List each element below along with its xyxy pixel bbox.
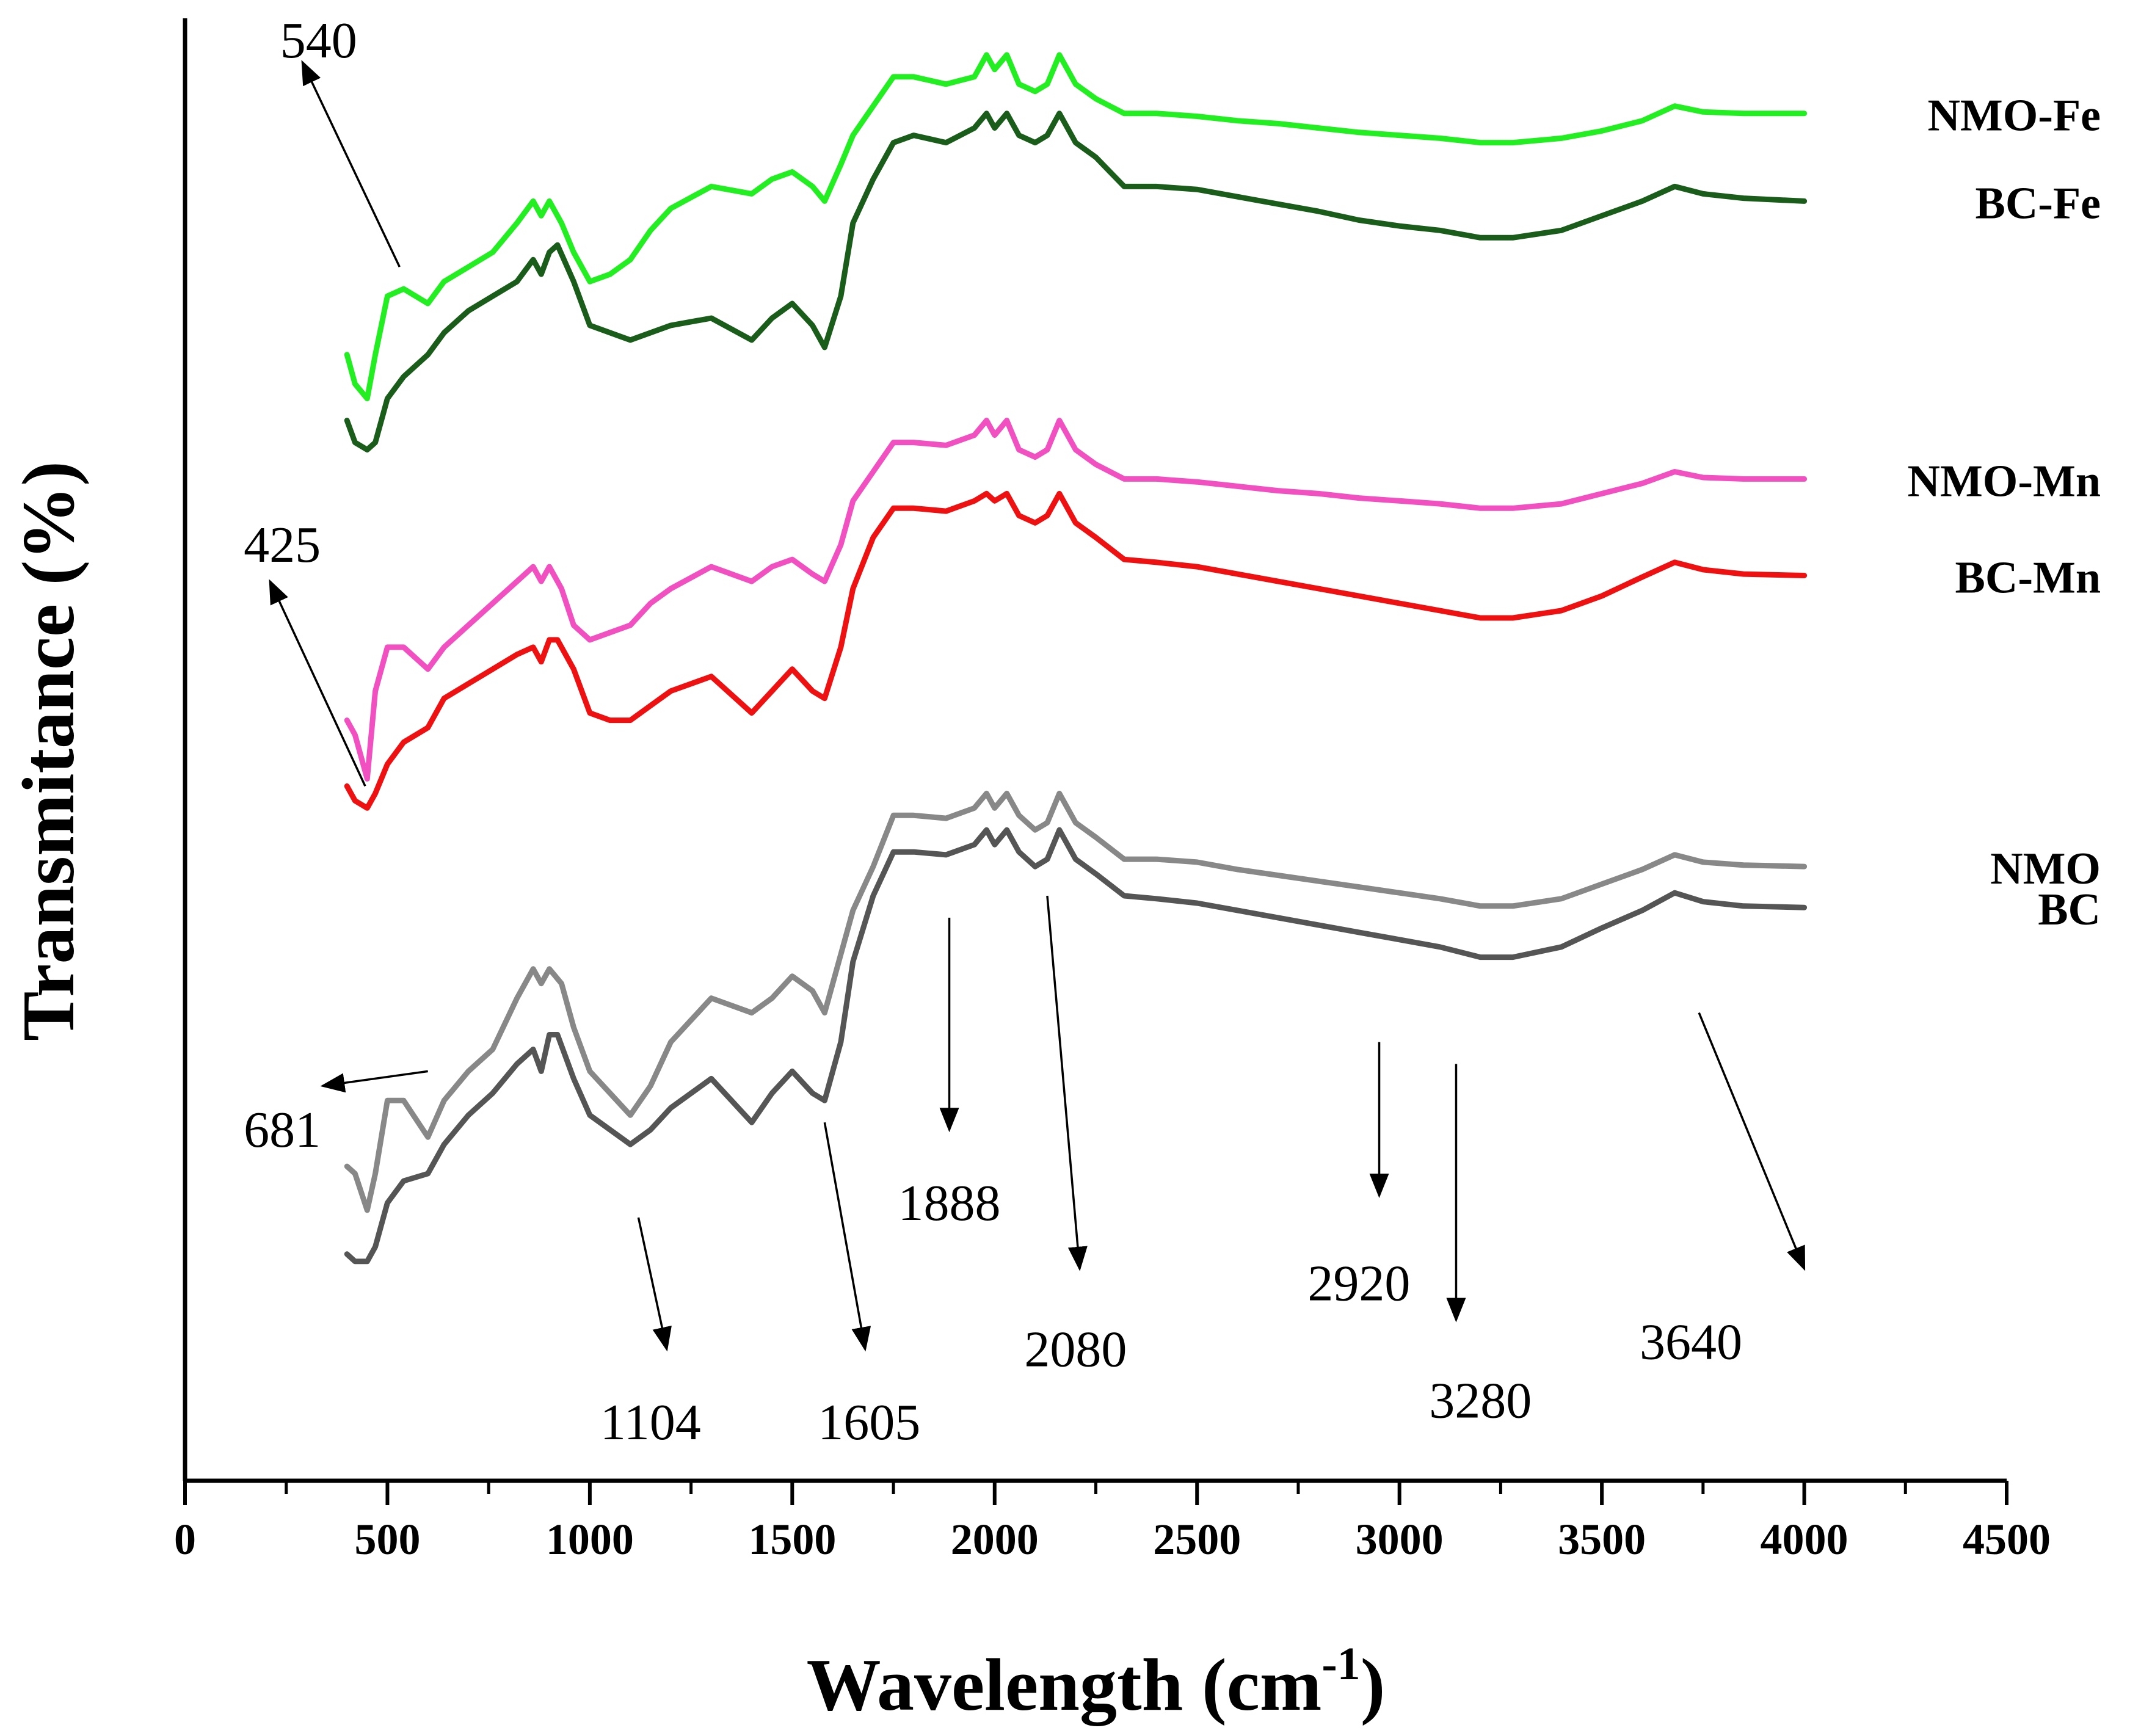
annotation-label-681: 681 (244, 1102, 321, 1158)
x-tick-label: 3000 (1356, 1515, 1444, 1564)
series-line-nmo-mn (344, 418, 1808, 782)
x-tick-label: 2500 (1153, 1515, 1241, 1564)
series-line-bc (344, 827, 1808, 1265)
series-label-nmo-fe: NMO-Fe (1927, 91, 2101, 141)
annotation-arrow-540 (301, 60, 401, 267)
annotation-label-2920: 2920 (1307, 1255, 1410, 1312)
annotation-arrow-3640 (1698, 1012, 1806, 1271)
annotation-arrow-2080 (1046, 895, 1088, 1271)
x-tick-label: 4500 (1963, 1515, 2051, 1564)
annotation-label-3640: 3640 (1640, 1313, 1742, 1370)
series-line-bc-mn (344, 490, 1808, 811)
annotation-layer: 540 425 681 1104 1605 1888 2080 2920 3280 3640 (244, 12, 1806, 1451)
x-tick-label: 3500 (1558, 1515, 1646, 1564)
axes: 0 500 1000 1500 2000 2500 3000 3500 4000 4500 Wave… (7, 18, 2051, 1726)
series-line-nmo-fe (344, 52, 1808, 402)
x-tick-label: 2000 (951, 1515, 1039, 1564)
annotation-arrow-1104 (637, 1217, 672, 1352)
annotation-arrow-1605 (823, 1122, 871, 1352)
annotation-arrow-425 (269, 579, 366, 787)
annotation-label-1605: 1605 (818, 1394, 920, 1451)
x-tick-label: 0 (174, 1515, 196, 1564)
annotation-label-3280: 3280 (1429, 1372, 1532, 1429)
series-label-nmo-mn: NMO-Mn (1908, 456, 2101, 506)
x-tick-label: 4000 (1761, 1515, 1848, 1564)
y-axis-title: Transmitance (%) (7, 461, 90, 1041)
series-label-nmo: NMO (1990, 844, 2101, 894)
annotation-label-1888: 1888 (898, 1175, 1001, 1232)
series-label-bc-fe: BC-Fe (1976, 178, 2101, 228)
series-line-bc-fe (344, 111, 1808, 452)
annotation-label-2080: 2080 (1024, 1321, 1127, 1378)
series-label-bc-mn: BC-Mn (1955, 553, 2101, 603)
annotation-label-1104: 1104 (600, 1394, 701, 1451)
series-layer (344, 52, 1808, 1265)
annotation-label-540: 540 (280, 12, 357, 69)
annotation-arrow-681 (320, 1070, 428, 1093)
series-line-nmo (344, 790, 1808, 1213)
x-axis-title: Wavelength (cm-1) (807, 1638, 1386, 1726)
annotation-label-425: 425 (244, 517, 321, 573)
series-label-bc: BC (2038, 885, 2101, 935)
x-tick-label: 1000 (546, 1515, 634, 1564)
x-tick-label: 500 (354, 1515, 420, 1564)
x-tick-label: 1500 (748, 1515, 836, 1564)
